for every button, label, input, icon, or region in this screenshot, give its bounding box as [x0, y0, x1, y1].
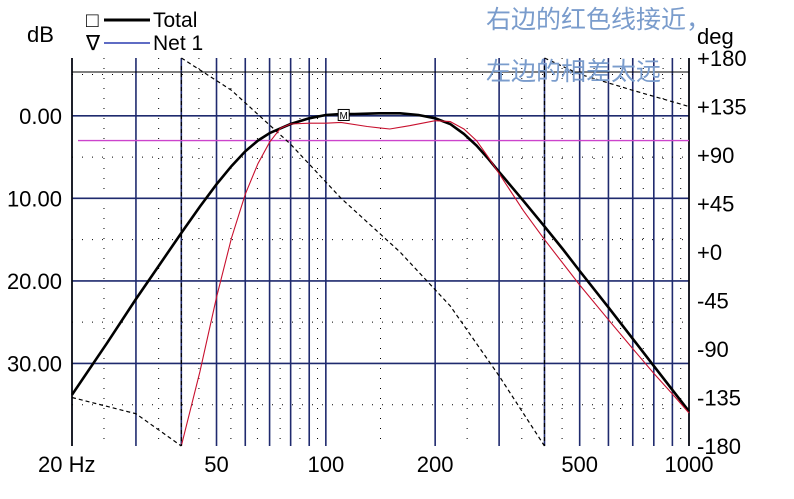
- y-right-tick-label: +180: [697, 46, 747, 71]
- left-axis-title: dB: [27, 22, 54, 47]
- y-right-tick-label: +45: [697, 192, 734, 217]
- annotation-line-1: 右边的红色线接近，: [486, 5, 711, 34]
- x-tick-label: 50: [204, 452, 228, 477]
- series-phase: [544, 57, 690, 108]
- tick-labels: 20 Hz 50 100 200 500 1000 0.00 10.00 20.00 30.00 +…: [7, 46, 747, 477]
- y-right-tick-label: -135: [697, 386, 741, 411]
- y-right-tick-label: +90: [697, 143, 734, 168]
- axes: [71, 58, 690, 446]
- y-tick-label: 10.00: [7, 186, 62, 211]
- grid: [71, 58, 690, 446]
- y-tick-label: 20.00: [7, 269, 62, 294]
- x-tick-label: 20 Hz: [38, 452, 95, 477]
- annotation: 右边的红色线接近， 左边的相差太远: [486, 5, 711, 86]
- legend-label-total: Total: [153, 9, 197, 32]
- y-right-tick-label: -180: [697, 434, 741, 459]
- series-phase: [181, 57, 546, 447]
- marker-label: M: [340, 111, 348, 122]
- x-tick-label: 100: [307, 452, 344, 477]
- y-right-tick-label: -90: [697, 337, 729, 362]
- y-tick-label: 30.00: [7, 351, 62, 376]
- y-right-tick-label: +135: [697, 95, 747, 120]
- legend-marker-net1: ∇: [85, 32, 101, 55]
- x-tick-label: 1000: [665, 452, 714, 477]
- y-right-tick-label: +0: [697, 240, 722, 265]
- legend-marker-total: □: [86, 9, 99, 32]
- x-tick-label: 200: [417, 452, 454, 477]
- marker-box: [337, 108, 350, 121]
- y-right-tick-label: -45: [697, 289, 729, 314]
- legend: □ Total ∇ Net 1: [85, 9, 203, 55]
- series-phase: [71, 396, 182, 447]
- legend-label-net1: Net 1: [153, 32, 203, 55]
- series-total: [70, 112, 691, 413]
- annotation-line-2: 左边的相差太远: [486, 57, 661, 86]
- series-layer: [70, 57, 691, 447]
- series-red: [180, 120, 690, 447]
- y-tick-label: 0.00: [19, 104, 62, 129]
- legend-item-net1: ∇ Net 1: [85, 32, 203, 55]
- x-tick-label: 500: [561, 452, 598, 477]
- marker-m: M: [337, 108, 350, 122]
- right-axis-title: deg: [697, 24, 734, 49]
- legend-item-total: □ Total: [86, 9, 197, 32]
